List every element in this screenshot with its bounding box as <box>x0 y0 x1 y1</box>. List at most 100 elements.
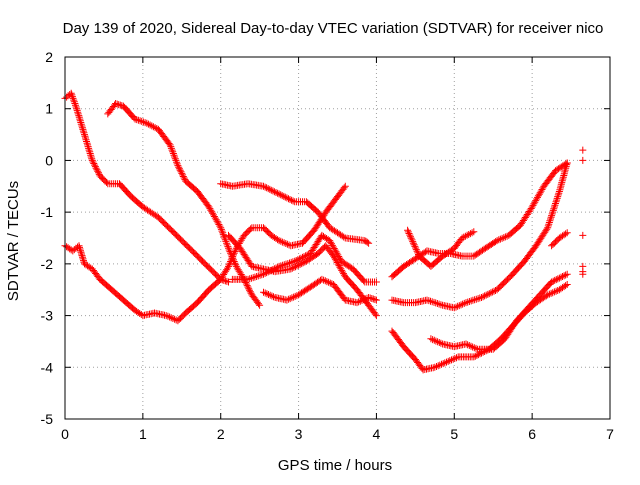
data-point-marker <box>471 352 479 360</box>
data-point-marker <box>371 310 379 318</box>
data-point-marker <box>435 339 443 346</box>
data-point-marker <box>413 247 421 255</box>
data-point-marker <box>212 216 220 224</box>
data-point-marker <box>255 300 262 308</box>
y-tick-label: -4 <box>41 359 54 375</box>
data-point-marker <box>365 239 373 247</box>
data-point-marker <box>176 166 184 174</box>
data-point-marker <box>325 278 333 286</box>
data-point-marker <box>552 287 560 295</box>
data-point-marker <box>68 93 76 101</box>
data-point-marker <box>112 100 120 107</box>
data-point-marker <box>326 237 334 245</box>
data-point-marker <box>323 278 331 286</box>
data-point-marker <box>169 150 177 157</box>
x-tick-label: 2 <box>217 426 225 442</box>
data-point-marker <box>269 187 277 195</box>
data-point-marker <box>544 291 552 299</box>
data-point-marker <box>91 161 99 169</box>
data-point-marker <box>555 274 563 282</box>
data-point-marker <box>360 296 368 304</box>
data-points <box>61 89 587 374</box>
data-point-marker <box>180 174 188 182</box>
data-point-marker <box>327 238 335 246</box>
data-point-marker <box>432 337 440 345</box>
data-point-marker <box>552 200 559 207</box>
series-1 <box>61 89 232 286</box>
data-point-marker <box>545 220 553 228</box>
data-point-marker <box>533 195 541 203</box>
data-point-marker <box>208 208 216 216</box>
data-point-marker <box>485 290 493 298</box>
data-point-marker <box>547 215 554 223</box>
data-point-marker <box>331 246 339 254</box>
data-point-marker <box>469 343 477 351</box>
data-point-marker <box>482 291 490 299</box>
data-point-marker <box>552 276 560 284</box>
data-point-marker <box>222 237 230 245</box>
data-point-marker <box>443 358 450 366</box>
data-point-marker <box>453 354 460 362</box>
data-point-marker <box>223 277 231 285</box>
data-point-marker <box>292 263 299 271</box>
x-tick-label: 6 <box>528 426 536 442</box>
data-point-marker <box>280 239 288 247</box>
data-point-marker <box>339 268 347 276</box>
data-point-marker <box>329 243 337 251</box>
data-point-marker <box>465 231 473 238</box>
data-point-marker <box>224 264 231 272</box>
data-point-marker <box>465 342 473 349</box>
data-point-marker <box>538 186 546 193</box>
data-point-marker <box>88 156 96 164</box>
data-point-marker <box>463 231 471 239</box>
data-point-marker <box>291 257 299 265</box>
data-point-marker <box>280 261 288 269</box>
data-point-marker <box>472 295 480 303</box>
data-point-marker <box>272 189 280 196</box>
data-point-marker <box>487 289 495 297</box>
data-point-marker <box>264 185 272 193</box>
data-point-marker <box>169 148 177 156</box>
data-point-marker <box>225 244 232 252</box>
data-point-marker <box>217 224 225 232</box>
data-point-marker <box>68 91 76 99</box>
data-point-marker <box>337 265 345 273</box>
data-point-marker <box>318 275 326 283</box>
data-point-marker <box>293 292 301 300</box>
data-point-marker <box>500 234 508 242</box>
data-point-marker <box>210 211 217 219</box>
data-point-marker <box>557 273 565 281</box>
data-point-marker <box>429 336 437 344</box>
data-point-marker <box>414 249 422 257</box>
data-point-marker <box>484 290 492 298</box>
data-point-marker <box>70 98 78 106</box>
data-point-marker <box>267 266 275 274</box>
y-tick-label: -3 <box>41 308 54 324</box>
data-point-marker <box>225 261 233 269</box>
data-point-marker <box>290 293 298 301</box>
data-point-marker <box>435 300 443 308</box>
data-point-marker <box>272 264 280 272</box>
x-tick-label: 7 <box>606 426 614 442</box>
data-point-marker <box>563 229 571 237</box>
data-point-marker <box>542 292 550 300</box>
data-point-marker <box>298 260 306 268</box>
data-point-marker <box>338 266 346 274</box>
data-point-marker <box>434 338 442 346</box>
data-point-marker <box>532 197 540 205</box>
data-point-marker <box>270 265 278 273</box>
data-point-marker <box>209 209 217 217</box>
data-point-marker <box>425 297 433 305</box>
data-point-marker <box>264 268 272 276</box>
data-point-marker <box>336 263 344 271</box>
y-axis-title: SDTVAR / TECUs <box>5 181 22 301</box>
y-tick-label: 1 <box>45 101 53 117</box>
data-point-marker <box>253 273 261 280</box>
data-point-marker <box>562 230 570 238</box>
data-point-marker <box>326 279 334 287</box>
data-point-marker <box>245 285 253 293</box>
data-point-marker <box>341 182 349 190</box>
data-point-marker <box>465 298 473 305</box>
plot-frame <box>64 56 611 420</box>
